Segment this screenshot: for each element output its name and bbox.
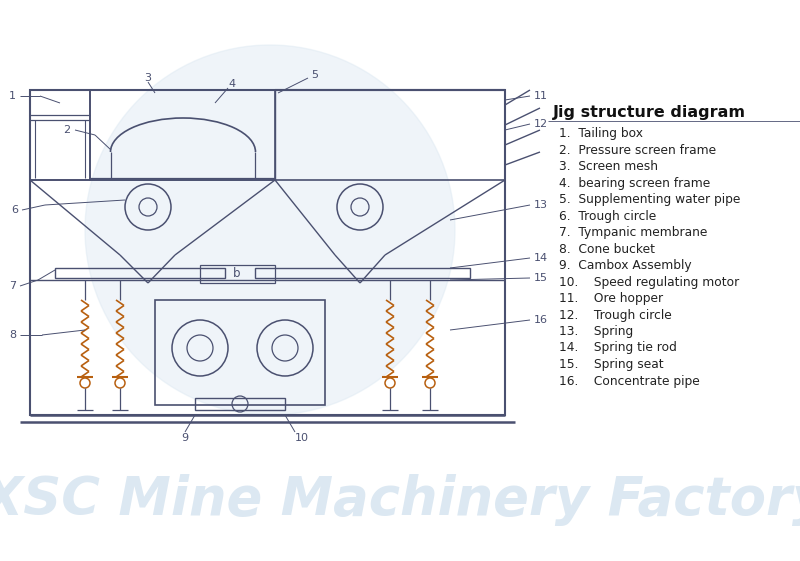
Text: b: b — [234, 266, 241, 279]
Text: 5.  Supplementing water pipe: 5. Supplementing water pipe — [559, 193, 740, 206]
Text: 7: 7 — [9, 281, 16, 291]
Text: 7.  Tympanic membrane: 7. Tympanic membrane — [559, 226, 707, 239]
Text: 2: 2 — [63, 125, 70, 135]
Text: 12.    Trough circle: 12. Trough circle — [559, 309, 672, 321]
Text: 5: 5 — [311, 70, 318, 80]
Text: 4: 4 — [229, 79, 235, 89]
Text: 13: 13 — [534, 200, 548, 210]
Text: 11: 11 — [534, 91, 548, 101]
Text: 16: 16 — [534, 315, 548, 325]
Bar — [255, 268, 470, 278]
Text: 9: 9 — [182, 433, 189, 443]
Text: 8.  Cone bucket: 8. Cone bucket — [559, 242, 655, 255]
Text: 13.    Spring: 13. Spring — [559, 325, 634, 338]
Text: 3: 3 — [145, 73, 151, 83]
Text: 1: 1 — [9, 91, 16, 101]
Text: 12: 12 — [534, 119, 548, 129]
Text: 6: 6 — [11, 205, 18, 215]
Bar — [195, 398, 285, 410]
Text: 6.  Trough circle: 6. Trough circle — [559, 209, 656, 223]
Text: 16.    Concentrate pipe: 16. Concentrate pipe — [559, 375, 700, 388]
Bar — [90, 90, 275, 180]
Text: 10: 10 — [295, 433, 309, 443]
Text: 10.    Speed regulating motor: 10. Speed regulating motor — [559, 275, 739, 288]
Text: 14: 14 — [534, 253, 548, 263]
Text: 2.  Pressure screen frame: 2. Pressure screen frame — [559, 144, 716, 157]
Text: 3.  Screen mesh: 3. Screen mesh — [559, 160, 658, 173]
Text: 15: 15 — [534, 273, 548, 283]
Text: 15.    Spring seat: 15. Spring seat — [559, 358, 664, 371]
Text: 9.  Cambox Assembly: 9. Cambox Assembly — [559, 259, 692, 272]
Circle shape — [85, 45, 455, 415]
Text: 14.    Spring tie rod: 14. Spring tie rod — [559, 342, 677, 355]
Bar — [200, 265, 275, 283]
Text: 8: 8 — [9, 330, 16, 340]
Text: JXSC Mine Machinery Factory: JXSC Mine Machinery Factory — [0, 474, 800, 526]
Bar — [55, 268, 225, 278]
Bar — [30, 90, 90, 180]
Text: Jig structure diagram: Jig structure diagram — [553, 105, 746, 120]
Text: 1.  Tailing box: 1. Tailing box — [559, 127, 643, 140]
Bar — [155, 300, 325, 405]
Text: 4.  bearing screen frame: 4. bearing screen frame — [559, 177, 710, 190]
Text: 11.    Ore hopper: 11. Ore hopper — [559, 292, 663, 305]
Bar — [30, 90, 505, 415]
